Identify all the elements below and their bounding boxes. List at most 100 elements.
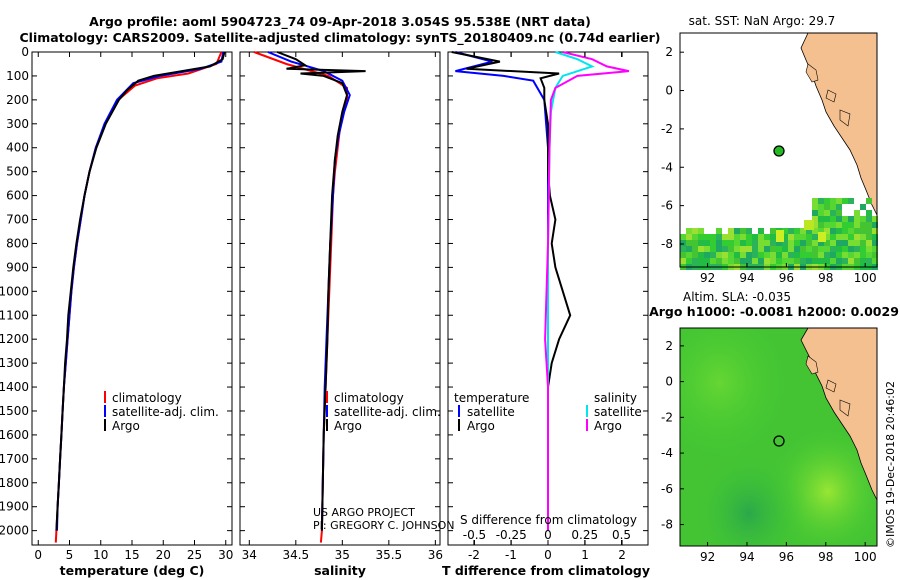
salinity-xtick-label: 35.5 <box>375 548 402 562</box>
s-diff-xtick-label: 0.25 <box>571 528 598 542</box>
sst-data-cell <box>830 204 836 210</box>
sst-data-cell <box>812 222 818 228</box>
sst-data-cell <box>824 222 830 228</box>
sst-data-cell <box>740 240 746 246</box>
sst-data-cell <box>812 252 818 258</box>
sst-data-cell <box>866 258 872 264</box>
sst-data-cell <box>746 252 752 258</box>
salinity-lines <box>253 51 366 543</box>
sst-data-cell <box>776 246 782 252</box>
sst-data-cell <box>860 246 866 252</box>
sst-data-cell <box>800 246 806 252</box>
temperature-xtick-label: 30 <box>218 548 233 562</box>
sst-island <box>825 89 837 103</box>
salinity-panel <box>239 51 441 546</box>
sst-data-cell <box>818 204 824 210</box>
sst-data-cell <box>866 228 872 234</box>
sst-data-cell <box>836 234 842 240</box>
sst-data-cell <box>794 258 800 264</box>
sst-data-cell <box>824 210 830 216</box>
sst-data-cell <box>800 252 806 258</box>
difference-lines <box>451 51 630 531</box>
sst-data-cell <box>854 234 860 240</box>
sst-data-cell <box>734 228 740 234</box>
title-line1: Argo profile: aoml 5904723_74 09-Apr-201… <box>89 14 591 30</box>
sst-data-cell <box>788 252 794 258</box>
sst-data-cell <box>686 246 692 252</box>
sst-data-cell <box>806 246 812 252</box>
sst-data-cell <box>770 228 776 234</box>
sst-data-cell <box>692 234 698 240</box>
sst-data-cell <box>836 246 842 252</box>
depth-tick-label: 1600 <box>0 428 29 442</box>
sst-data-cell <box>740 234 746 240</box>
sst-data-cell <box>686 240 692 246</box>
map-xtick-label: 92 <box>700 550 715 564</box>
sst-data-cell <box>818 228 824 234</box>
sst-data-cell <box>698 234 704 240</box>
sst-map-title: sat. SST: NaN Argo: 29.7 <box>689 14 836 28</box>
sst-data-cell <box>848 222 854 228</box>
sst-data-cell <box>776 258 782 264</box>
map-ytick-label: -2 <box>661 410 673 424</box>
depth-tick-label: 1900 <box>0 500 29 514</box>
sst-data-cell <box>872 234 878 240</box>
depth-tick-label: 1400 <box>0 380 29 394</box>
sst-data-cell <box>740 228 746 234</box>
sst-island <box>839 109 851 127</box>
temp-argo-line <box>55 51 226 531</box>
sst-data-cell <box>860 216 866 222</box>
sst-data-cell <box>866 222 872 228</box>
sst-data-cell <box>692 252 698 258</box>
sst-island <box>805 63 819 83</box>
sst-data-cell <box>854 228 860 234</box>
sst-data-cell <box>860 228 866 234</box>
sst-data-cell <box>692 258 698 264</box>
sst-data-cell <box>872 252 878 258</box>
map-ytick-label: -6 <box>661 482 673 496</box>
sst-data-cell <box>740 258 746 264</box>
sst-data-cell <box>746 246 752 252</box>
legend-label: climatology <box>334 391 404 405</box>
sst-data-cell <box>818 216 824 222</box>
sst-data-cell <box>758 228 764 234</box>
sst-data-cell <box>758 234 764 240</box>
depth-tick-label: 1300 <box>0 356 29 370</box>
sst-data-cell <box>836 198 842 204</box>
sst-data-cell <box>728 252 734 258</box>
depth-tick-label: 1500 <box>0 404 29 418</box>
sst-data-cell <box>824 258 830 264</box>
salinity-xlabel: salinity <box>314 563 366 578</box>
sst-data-cell <box>842 240 848 246</box>
sst-data-cell <box>800 258 806 264</box>
sst-data-cell <box>770 258 776 264</box>
s-diff-xtick-label: -0.25 <box>496 528 527 542</box>
sst-data-cell <box>716 258 722 264</box>
sst-data-cell <box>860 204 866 210</box>
sst-data-cell <box>776 240 782 246</box>
sst-data-cell <box>728 246 734 252</box>
sst-data-cell <box>704 252 710 258</box>
sst-data-cell <box>710 252 716 258</box>
sst-data-cell <box>836 258 842 264</box>
sst-data-cell <box>842 198 848 204</box>
map-ytick-label: -2 <box>661 122 673 136</box>
sst-data-cell <box>758 246 764 252</box>
sst-data-cell <box>698 228 704 234</box>
sst-data-cell <box>764 240 770 246</box>
sst-data-cell <box>842 228 848 234</box>
sst-data-cell <box>794 240 800 246</box>
sla-xticks: 92 94 96 98 100 <box>700 542 877 564</box>
map-ytick-label: 2 <box>665 45 673 59</box>
sst-data-cell <box>722 234 728 240</box>
salinity-xtick-label: 36 <box>428 548 443 562</box>
sst-data-cell <box>872 222 878 228</box>
sst-data-cell <box>716 228 722 234</box>
temperature-lines <box>54 51 226 543</box>
sst-data-cell <box>680 246 686 252</box>
sst-data-cell <box>680 258 686 264</box>
map-xtick-label: 96 <box>779 271 794 285</box>
salinity-xtick-label: 34 <box>242 548 257 562</box>
sst-data-cell <box>842 252 848 258</box>
sst-data-cell <box>866 216 872 222</box>
